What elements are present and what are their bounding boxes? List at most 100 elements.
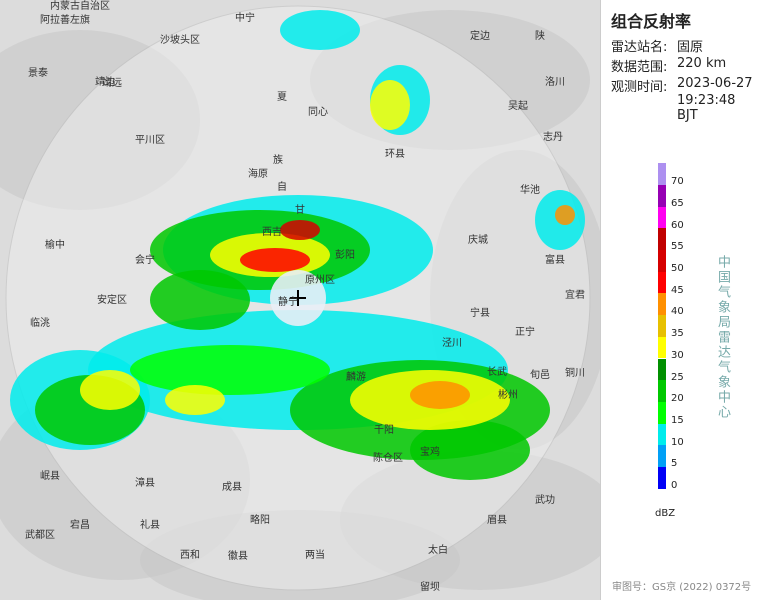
place-label: 甘 bbox=[295, 203, 305, 216]
legend-swatch bbox=[658, 380, 666, 402]
radar-center bbox=[290, 290, 306, 306]
legend-swatch bbox=[658, 336, 666, 359]
place-label: 阿拉善左旗 bbox=[40, 13, 90, 26]
place-label: 自 bbox=[277, 180, 287, 193]
place-label: 礼县 bbox=[140, 518, 160, 531]
legend-swatch bbox=[658, 184, 666, 207]
legend-swatch bbox=[658, 293, 666, 316]
info-panel: 组合反射率 雷达站名: 固原 数据范围: 220 km 观测时间: 2023-0… bbox=[600, 0, 757, 600]
legend-tick: 5 bbox=[671, 458, 678, 470]
radar-echo bbox=[410, 420, 530, 480]
place-label: 宝鸡 bbox=[420, 445, 440, 458]
place-label: 麟游 bbox=[346, 370, 366, 383]
place-label: 内蒙古自治区 bbox=[50, 0, 110, 12]
place-label: 会宁 bbox=[135, 253, 155, 266]
legend-unit: dBZ bbox=[655, 508, 676, 519]
place-label: 平川区 bbox=[135, 134, 165, 146]
place-label: 泾川 bbox=[442, 336, 462, 349]
panel-title: 组合反射率 bbox=[611, 12, 692, 31]
place-label: 临洮 bbox=[30, 316, 50, 329]
legend-swatch bbox=[658, 445, 666, 467]
place-label: 留坝 bbox=[420, 580, 440, 593]
place-label: 海原 bbox=[248, 167, 268, 180]
place-label: 洛川 bbox=[545, 75, 565, 88]
place-label: 旬邑 bbox=[530, 368, 550, 381]
credit: 中国气象局雷达气象中心 bbox=[715, 255, 730, 420]
place-label: 正宁 bbox=[515, 325, 535, 338]
radar-echo bbox=[280, 220, 320, 240]
radar-echo bbox=[130, 345, 330, 395]
place-label: 彬州 bbox=[498, 388, 518, 401]
row-value: 2023-06-27 bbox=[677, 76, 753, 91]
place-label: 靖远 bbox=[102, 76, 122, 89]
place-label: 夏 bbox=[277, 91, 287, 103]
legend-tick: 40 bbox=[671, 306, 684, 318]
legend-tick: 50 bbox=[671, 263, 684, 274]
place-label: 千阳 bbox=[374, 424, 394, 436]
radar-echo bbox=[80, 370, 140, 410]
place-label: 安定区 bbox=[97, 293, 127, 306]
legend-tick: 10 bbox=[671, 436, 684, 448]
place-label: 静宁 bbox=[278, 295, 298, 308]
row-value: 固原 bbox=[677, 40, 704, 55]
place-label: 宁县 bbox=[470, 306, 490, 319]
legend-swatch bbox=[658, 163, 666, 185]
place-label: 徽县 bbox=[228, 549, 248, 562]
legend-tick: 70 bbox=[671, 176, 684, 188]
radar-echo bbox=[555, 205, 575, 225]
place-label: 富县 bbox=[545, 253, 565, 266]
place-label: 武功 bbox=[535, 493, 555, 506]
legend-tick: 65 bbox=[671, 197, 684, 209]
place-label: 两当 bbox=[305, 548, 325, 561]
legend-tick: 15 bbox=[671, 414, 684, 426]
legend-tick: 55 bbox=[671, 241, 684, 253]
terrain-relief bbox=[140, 510, 460, 600]
legend-tick: 30 bbox=[671, 349, 684, 361]
place-label: 西和 bbox=[180, 549, 200, 561]
legend-tick: 35 bbox=[671, 328, 684, 340]
place-label: 同心 bbox=[308, 106, 328, 118]
terrain-relief bbox=[0, 30, 200, 210]
place-label: 定边 bbox=[470, 29, 490, 42]
legend-tick: 45 bbox=[671, 284, 684, 296]
place-label: 沙坡头区 bbox=[160, 33, 200, 46]
place-label: 靖边 bbox=[95, 75, 115, 88]
row-label: 数据范围: bbox=[611, 60, 668, 75]
radar-echo bbox=[240, 248, 310, 272]
legend-swatch bbox=[658, 467, 666, 489]
place-label: 漳县 bbox=[135, 476, 155, 489]
place-label: 中宁 bbox=[235, 11, 255, 24]
place-label: 榆中 bbox=[45, 238, 65, 251]
radar-echo bbox=[280, 10, 360, 50]
legend-tick: 0 bbox=[671, 480, 678, 491]
legend-swatch bbox=[658, 206, 666, 229]
place-label: 彭阳 bbox=[335, 248, 355, 261]
legend-swatch bbox=[658, 228, 666, 250]
legend-swatch bbox=[658, 423, 666, 446]
place-label: 吴起 bbox=[508, 100, 528, 112]
legend-tick: 20 bbox=[671, 393, 684, 405]
time-value: 19:23:48 BJT bbox=[677, 93, 736, 123]
legend-swatch bbox=[658, 315, 666, 337]
place-label: 陕 bbox=[535, 29, 545, 42]
place-label: 庆城 bbox=[468, 233, 488, 246]
radar-echo bbox=[410, 381, 470, 409]
place-label: 铜川 bbox=[565, 367, 585, 379]
place-label: 西吉 bbox=[262, 226, 282, 238]
place-label: 族 bbox=[273, 153, 283, 166]
approval-number: 审图号：GS京 (2022) 0372号 bbox=[612, 582, 752, 593]
place-label: 华池 bbox=[520, 183, 540, 196]
place-label: 岷县 bbox=[40, 470, 60, 482]
row-value: 220 km bbox=[677, 56, 727, 71]
place-label: 环县 bbox=[385, 148, 405, 160]
place-label: 略阳 bbox=[250, 513, 270, 526]
legend-swatch bbox=[658, 271, 666, 294]
radar-echo bbox=[370, 80, 410, 130]
place-label: 武都区 bbox=[25, 528, 55, 541]
legend-tick: 25 bbox=[671, 371, 684, 383]
row-label: 雷达站名: bbox=[611, 40, 668, 55]
legend-swatch bbox=[658, 250, 666, 272]
row-label: 观测时间: bbox=[611, 80, 668, 95]
